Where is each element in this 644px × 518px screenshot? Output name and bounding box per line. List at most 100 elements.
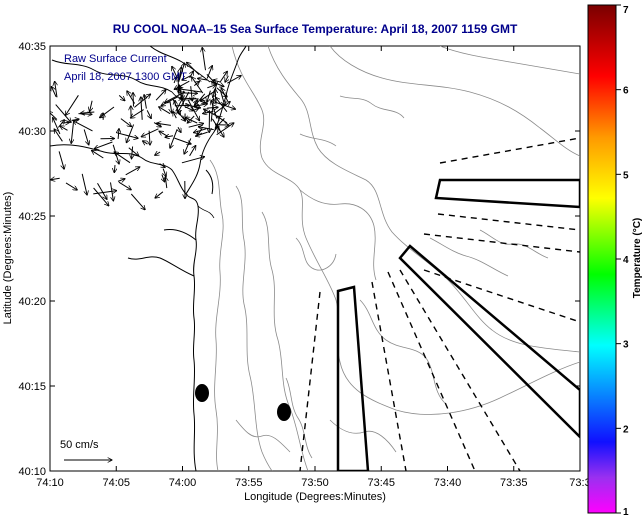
current-vector	[221, 88, 229, 102]
current-vector	[58, 151, 64, 169]
current-vector	[130, 109, 144, 118]
current-vector	[149, 130, 150, 145]
current-vector	[130, 193, 145, 210]
current-vector	[170, 129, 178, 148]
box-diagonal	[398, 244, 580, 439]
current-vector	[178, 63, 184, 80]
current-vector	[94, 141, 113, 149]
study-boxes	[336, 178, 580, 471]
bathymetry-contours	[209, 46, 580, 471]
current-vector	[215, 89, 216, 105]
current-vector	[155, 191, 164, 198]
current-vector	[118, 95, 125, 100]
current-vector	[159, 107, 171, 115]
current-vector	[194, 93, 206, 106]
current-vector	[114, 165, 115, 173]
current-vector	[144, 95, 146, 109]
current-vector	[206, 66, 212, 79]
x-tick-label: 73:35	[500, 477, 528, 489]
current-vector	[83, 129, 89, 145]
current-vector	[207, 85, 216, 88]
current-vector	[227, 76, 241, 84]
current-vector	[81, 173, 87, 195]
current-vector	[184, 138, 192, 154]
current-vector	[165, 91, 186, 103]
current-vector	[203, 111, 214, 113]
current-vector	[71, 119, 80, 120]
x-axis-label: Longitude (Degrees:Minutes)	[244, 491, 386, 503]
current-vector	[173, 112, 176, 119]
legend-line-2: April 18, 2007 1300 GMT	[64, 71, 187, 83]
current-vector	[78, 114, 92, 115]
current-vector	[73, 121, 93, 132]
current-vector	[141, 97, 142, 120]
current-vector	[163, 168, 166, 177]
current-vector	[170, 101, 172, 114]
y-tick-label: 40:30	[18, 126, 46, 138]
scale-label: 50 cm/s	[60, 439, 99, 451]
current-vector	[60, 126, 68, 131]
colorbar-title: Temperature (°C)	[632, 218, 643, 299]
current-vector	[198, 78, 208, 80]
current-vector	[194, 128, 207, 133]
current-vector	[114, 152, 131, 164]
map-area: Raw Surface Current April 18, 2007 1300 …	[49, 45, 581, 472]
current-vector	[159, 131, 168, 137]
current-vector	[117, 179, 125, 182]
current-vector	[216, 123, 234, 136]
current-vector	[51, 87, 57, 98]
current-vector	[132, 146, 133, 159]
current-vector	[181, 157, 205, 164]
colorbar-tick-label: 4	[623, 255, 629, 266]
current-vector	[225, 75, 228, 82]
current-vector	[125, 167, 140, 176]
current-vector	[55, 104, 71, 123]
current-vector	[92, 150, 104, 159]
current-vector	[146, 110, 151, 118]
current-vector	[189, 146, 196, 157]
y-tick-label: 40:15	[18, 381, 46, 393]
current-vector	[212, 102, 230, 115]
x-tick-label: 73:40	[434, 477, 462, 489]
current-vector	[51, 178, 60, 180]
current-vector	[188, 123, 204, 128]
current-vector	[161, 95, 179, 105]
current-vector	[219, 71, 228, 83]
current-vector	[93, 191, 116, 195]
current-vector	[116, 132, 139, 139]
current-vector	[179, 85, 185, 105]
current-vector	[120, 118, 132, 127]
current-vector	[159, 164, 166, 168]
colorbar: 7 6 5 4 3 2 1 Temperature (°C)	[587, 4, 643, 518]
x-tick-label: 73:45	[367, 477, 395, 489]
current-vector	[62, 122, 69, 123]
y-tick-label: 40:10	[18, 466, 46, 478]
current-vector	[93, 187, 109, 206]
current-vector	[90, 100, 93, 112]
current-vector	[128, 147, 139, 156]
box-southern	[336, 285, 370, 471]
current-vector	[65, 182, 77, 190]
y-tick-label: 40:20	[18, 296, 46, 308]
current-vector	[155, 152, 161, 155]
current-vector	[50, 111, 58, 120]
current-vector	[193, 81, 199, 85]
current-vector	[182, 75, 192, 81]
current-vector	[165, 136, 174, 138]
current-vector	[55, 81, 57, 98]
current-vector	[54, 129, 63, 142]
current-vector	[187, 115, 195, 123]
current-vector	[172, 66, 178, 79]
colorbar-tick-label: 3	[623, 340, 629, 351]
colorbar-tick-label: 1	[623, 507, 629, 518]
current-vector	[175, 98, 183, 112]
station-marker	[195, 384, 209, 402]
x-tick-label: 73:50	[301, 477, 329, 489]
current-vectors	[50, 48, 241, 210]
x-tick-label: 74:05	[102, 477, 130, 489]
current-vector	[133, 93, 134, 107]
current-vector	[207, 107, 218, 108]
x-tick-label: 73:3	[569, 477, 590, 489]
colorbar-tick-label: 2	[623, 424, 629, 435]
